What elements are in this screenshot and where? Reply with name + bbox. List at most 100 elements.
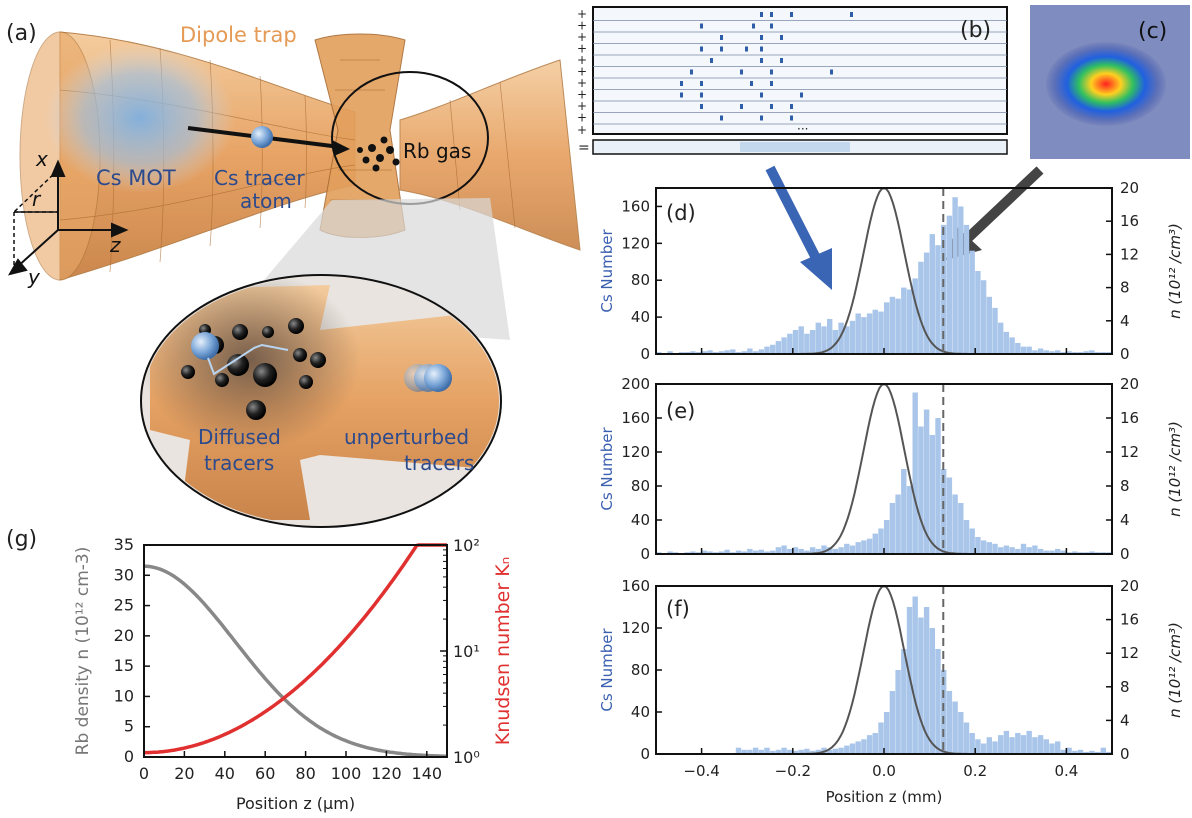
ytick-label-right: 0 — [1120, 345, 1130, 363]
plus-sign: + — [577, 65, 587, 79]
plus-sign: + — [577, 111, 587, 125]
histogram-bar — [895, 298, 901, 354]
ytick-label-right: 10⁰ — [453, 748, 480, 767]
atom-spot — [760, 92, 763, 98]
histogram-bar — [1037, 735, 1044, 754]
ytick-label-right: 4 — [1120, 312, 1130, 330]
histogram-bar — [770, 550, 776, 554]
histogram-bar — [929, 234, 935, 354]
histogram-bar — [884, 712, 890, 754]
histogram-bar — [781, 545, 787, 554]
histogram-bar — [809, 547, 816, 554]
cs-mot-label: Cs MOT — [96, 166, 176, 190]
histogram-bar — [701, 351, 707, 354]
histogram-bar — [1094, 751, 1101, 754]
atom-spot — [790, 115, 793, 121]
cs-tracer-label-2: atom — [240, 189, 292, 213]
histogram-bar — [1009, 737, 1015, 754]
atom-spot — [760, 46, 763, 52]
ytick-label-left: 200 — [621, 375, 650, 393]
y-axis-label-left: Cs Number — [598, 229, 616, 313]
histogram-bar — [958, 712, 964, 754]
histogram-bar — [1015, 733, 1021, 754]
plus-sign: + — [577, 88, 587, 102]
plus-sign: + — [577, 19, 587, 33]
histogram-bar — [986, 542, 992, 554]
ytick-label-left: 5 — [124, 717, 134, 736]
ytick-label-right: 16 — [1120, 409, 1139, 427]
histogram-bar — [998, 735, 1004, 754]
ytick-label-left: 30 — [114, 565, 134, 584]
axis-x-label: x — [35, 147, 48, 171]
histogram-bar — [667, 351, 673, 354]
histogram-bar — [1037, 548, 1044, 554]
y-axis-label-left: Cs Number — [598, 427, 616, 511]
histogram-bar — [741, 749, 747, 754]
panel-tag-b: (b) — [960, 18, 991, 43]
ytick-label-left: 35 — [114, 535, 134, 554]
histogram-bar — [770, 344, 776, 354]
histogram-bar — [741, 551, 747, 554]
y-axis-label-left: Rb density n (10¹² cm-3) — [73, 547, 93, 756]
atom-spot — [770, 69, 773, 75]
histogram-bar — [872, 309, 878, 354]
histogram-bar — [735, 550, 742, 554]
atom-spot — [700, 104, 703, 109]
histogram-bar — [952, 197, 958, 354]
plus-sign: + — [577, 123, 587, 137]
atom-spot — [770, 12, 773, 17]
histogram-bar — [878, 528, 884, 554]
histogram-bar — [730, 349, 736, 354]
histogram-bar — [889, 691, 896, 754]
series-rb-density — [144, 564, 448, 759]
histogram-bar — [775, 749, 782, 754]
histogram-bar — [1003, 331, 1010, 354]
cs-tracer-label: Cs tracer — [214, 166, 305, 190]
ytick-label-right: 8 — [1120, 477, 1130, 495]
ytick-label-right: 4 — [1120, 511, 1130, 529]
panel-b: +++++++++++ ··· = (b) — [577, 6, 1008, 156]
plot-frame — [143, 544, 448, 758]
histogram-bar — [690, 351, 696, 354]
plus-sign: + — [577, 53, 587, 67]
histogram-bar — [798, 326, 804, 354]
histogram-bar — [941, 469, 947, 554]
histogram-bar — [832, 748, 839, 754]
unperturbed-tracers-label: unperturbed — [344, 425, 469, 449]
histogram-bar — [963, 520, 970, 554]
atom-spot — [740, 104, 743, 109]
diffused-tracers-label-2: tracers — [204, 451, 274, 475]
histogram-bar — [1020, 543, 1027, 554]
plus-sign: + — [577, 76, 587, 90]
ytick-label-left: 120 — [621, 234, 650, 252]
diffused-tracers-label: Diffused — [198, 425, 281, 449]
xtick-label: 0.0 — [872, 762, 896, 780]
ytick-label-left: 0 — [640, 345, 650, 363]
ytick-label-left: 15 — [114, 656, 134, 675]
xtick-label: 60 — [255, 764, 275, 783]
histogram-bar — [838, 322, 844, 354]
x-axis-label: Position z (mm) — [826, 788, 943, 806]
histogram-bar — [815, 548, 821, 554]
xtick-label: 80 — [295, 764, 315, 783]
histogram-bar — [923, 607, 930, 754]
atom-spot — [720, 46, 723, 52]
histogram-bar — [1089, 551, 1095, 554]
ytick-label-right: 0 — [1120, 745, 1130, 763]
ytick-label-left: 25 — [114, 596, 134, 615]
histogram-bar — [946, 691, 953, 754]
histogram-bar — [918, 617, 924, 754]
histogram-bar — [889, 296, 896, 354]
histogram-bar — [889, 503, 896, 554]
histogram-bar — [958, 206, 964, 354]
histogram-bar — [792, 547, 799, 554]
ytick-label-right: 12 — [1120, 443, 1139, 461]
atom-spot — [710, 58, 713, 63]
x-axis-label: Position z (μm) — [236, 794, 355, 813]
ytick-label-left: 160 — [621, 197, 650, 215]
histogram-bar — [969, 250, 975, 354]
histogram-bar — [1106, 751, 1112, 754]
histogram-bar — [849, 743, 856, 754]
histogram-bar — [787, 548, 793, 554]
histogram-bar — [707, 551, 713, 554]
